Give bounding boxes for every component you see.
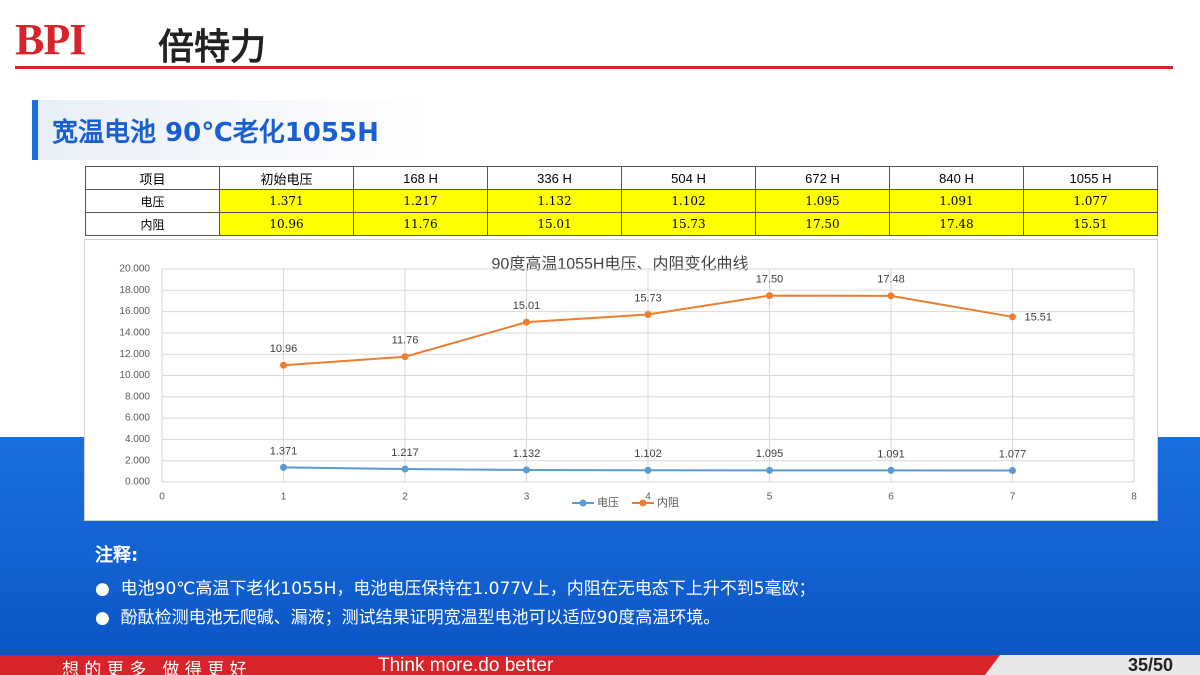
point [280,361,287,369]
data-label: 1.371 [270,445,298,457]
note: ● 电池90℃高温下老化1055H，电池电压保持在1.077V上，内阻在无电态下… [95,579,816,599]
legend-marker [639,499,647,507]
cell: 电压 [85,189,220,213]
chart-title: 90度高温1055H电压、内阻变化曲线 [492,255,749,273]
x-tick-label: 8 [1131,492,1137,503]
y-tick-label: 14.000 [119,328,150,339]
data-label: 1.077 [999,448,1027,460]
y-tick-label: 2.000 [125,455,150,466]
title-box [32,100,428,160]
point [523,466,530,474]
logo-latin: BPI [15,15,86,64]
cell: 336 H [487,166,622,190]
cell: 内阻 [85,212,220,236]
notes-heading: 注释: [95,545,139,566]
page-number: 35/50 [1128,655,1174,675]
point [280,463,287,471]
point [887,292,895,300]
y-tick-label: 0.000 [125,477,150,488]
data-label: 17.50 [756,274,784,286]
y-tick-label: 4.000 [125,434,150,445]
cell: 15.01 [487,212,622,236]
point [1009,313,1016,321]
y-tick-label: 8.000 [125,391,150,402]
cell: 1.132 [487,189,622,213]
note: ● 酚酞检测电池无爬碱、漏液；测试结果证明宽温型电池可以适应90度高温环境。 [95,608,721,628]
cell: 17.48 [889,212,1024,236]
point [644,310,652,318]
data-label: 1.132 [513,448,541,460]
point [766,292,773,300]
cell: 1.217 [353,189,488,213]
slide-title: 宽温电池 90℃老化1055H [52,118,379,148]
cell: 项目 [85,166,220,190]
y-tick-label: 16.000 [119,306,150,317]
x-tick-label: 0 [159,492,165,503]
y-tick-label: 18.000 [119,285,150,296]
note-text: 电池90℃高温下老化1055H，电池电压保持在1.077V上，内阻在无电态下上升… [120,579,816,599]
data-label: 17.48 [877,274,905,286]
point [887,466,895,474]
cell: 初始电压 [219,166,354,190]
point [766,466,773,474]
x-tick-label: 4 [645,492,651,503]
point [644,466,652,474]
y-tick-label: 12.000 [119,349,150,360]
cell: 15.73 [621,212,756,236]
x-tick-label: 3 [524,492,530,503]
cell: 1.102 [621,189,756,213]
cell: 11.76 [353,212,488,236]
footer-red [0,655,1000,675]
data-label: 1.095 [756,448,784,460]
cell: 168 H [353,166,488,190]
point [401,353,409,361]
slogan-cn: 想 的 更 多 做 得 更 好 [62,660,247,675]
cell: 1055 H [1023,166,1158,190]
slogan-en: Think more.do better [378,655,554,675]
data-label: 15.51 [1025,312,1053,324]
cell: 840 H [889,166,1024,190]
cell: 15.51 [1023,212,1158,236]
cell: 504 H [621,166,756,190]
legend-label: 内阻 [657,495,679,509]
y-tick-label: 20.000 [119,264,150,275]
footer-bar [0,655,1200,675]
x-tick-label: 1 [281,492,287,503]
y-tick-label: 10.000 [119,370,150,381]
data-table: 项目 初始电压 168 H 336 H 504 H 672 H 840 H 1055 H 电压… [85,166,1158,236]
cell: 1.371 [219,189,354,213]
legend-marker [579,499,587,507]
title-bar [32,100,38,160]
data-label: 15.73 [634,292,662,304]
cell: 1.095 [755,189,890,213]
chart: 90度高温1055H电压、内阻变化曲线 0.000 2.000 4.000 6.000… [84,239,1158,521]
point [1009,467,1016,475]
data-label: 11.76 [392,335,419,347]
x-tick-label: 5 [767,492,773,503]
x-tick-label: 7 [1010,492,1016,503]
data-label: 10.96 [270,343,298,355]
cell: 1.077 [1023,189,1158,213]
logo-cn: 倍特力 [158,27,267,68]
cell: 17.50 [755,212,890,236]
x-tick-label: 6 [888,492,894,503]
x-tick-label: 2 [402,492,408,503]
data-label: 1.091 [877,448,905,460]
data-label: 15.01 [513,300,541,312]
legend-label: 电压 [597,496,619,509]
data-label: 1.217 [391,447,419,459]
cell: 1.091 [889,189,1024,213]
data-label: 1.102 [634,448,662,460]
cell: 672 H [755,166,890,190]
point [401,465,409,473]
y-tick-label: 6.000 [125,413,150,424]
note-text: 酚酞检测电池无爬碱、漏液；测试结果证明宽温型电池可以适应90度高温环境。 [120,608,721,628]
header-rule [15,66,1173,69]
cell: 10.96 [219,212,354,236]
point [523,318,530,326]
